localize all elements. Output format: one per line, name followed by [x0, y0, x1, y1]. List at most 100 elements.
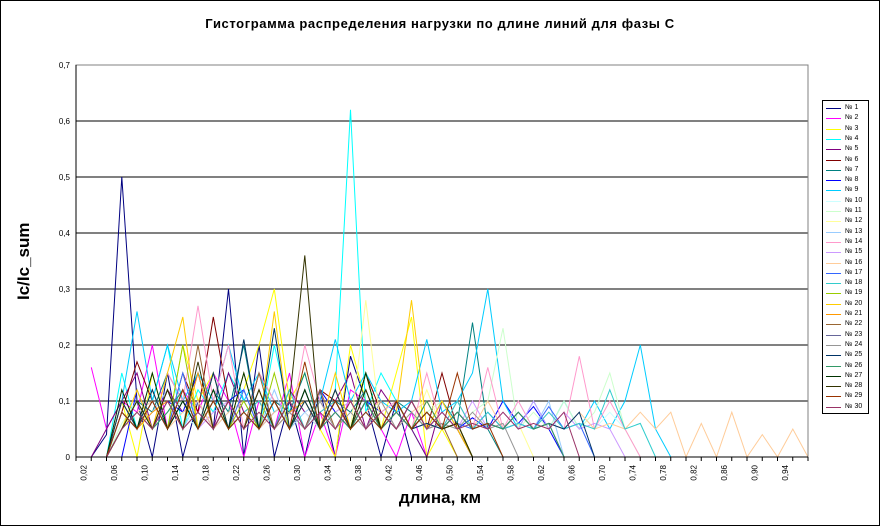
x-tick-label: 0,66: [568, 464, 577, 480]
x-tick-label: 0,94: [781, 464, 790, 480]
y-tick-label: 0,6: [59, 117, 71, 126]
series-line: [91, 288, 808, 459]
legend-swatch: [826, 396, 841, 398]
legend-label: № 3: [845, 124, 859, 132]
y-tick-label: 0,1: [59, 397, 71, 406]
legend-label: № 30: [845, 402, 863, 410]
legend-label: № 25: [845, 351, 863, 359]
series-line: [91, 305, 808, 458]
x-tick-label: 0,14: [171, 464, 180, 480]
legend-swatch: [826, 272, 841, 274]
legend-swatch: [826, 386, 841, 388]
x-tick-label: 0,26: [263, 464, 272, 480]
legend-swatch: [826, 355, 841, 357]
y-tick-label: 0,2: [59, 341, 71, 350]
x-tick-label: 0,82: [690, 464, 699, 480]
legend-swatch: [826, 108, 841, 109]
legend-swatch: [826, 221, 841, 223]
legend-swatch: [826, 375, 841, 377]
x-tick-label: 0,22: [232, 464, 241, 480]
legend-swatch: [826, 252, 841, 254]
x-tick-label: 0,78: [659, 464, 668, 480]
legend-swatch: [826, 128, 841, 130]
legend-label: № 1: [845, 104, 859, 111]
series-line: [91, 288, 808, 458]
legend-label: № 9: [845, 186, 859, 194]
legend-swatch: [826, 293, 841, 295]
legend-label: № 26: [845, 361, 863, 369]
x-tick-label: 0,18: [202, 464, 211, 480]
y-tick-label: 0,7: [59, 61, 71, 70]
legend-swatch: [826, 231, 841, 233]
legend-swatch: [826, 334, 841, 336]
legend-swatch: [826, 303, 841, 305]
legend-swatch: [826, 314, 841, 315]
y-tick-label: 0: [66, 453, 71, 462]
legend-label: № 13: [845, 227, 863, 235]
legend-swatch: [826, 211, 841, 212]
legend-swatch: [826, 262, 841, 264]
x-tick-label: 0,10: [141, 464, 150, 480]
x-tick-label: 0,50: [446, 464, 455, 480]
legend: № 1 № 2 № 3 № 4 № 5 № 6 № 7 № 8 № 9 № 10 № 11 № 12 №…: [822, 100, 869, 414]
legend-swatch: [826, 324, 841, 326]
x-tick-label: 0,62: [537, 464, 546, 480]
x-tick-label: 0,46: [415, 464, 424, 480]
legend-label: № 19: [845, 289, 863, 297]
x-tick-label: 0,34: [324, 464, 333, 480]
legend-label: № 21: [845, 310, 863, 317]
legend-label: № 14: [845, 237, 863, 245]
legend-label: № 8: [845, 176, 859, 184]
legend-label: № 28: [845, 382, 863, 390]
series-line: [91, 300, 808, 458]
legend-label: № 6: [845, 155, 859, 163]
legend-label: № 29: [845, 392, 863, 400]
legend-swatch: [826, 241, 841, 243]
legend-swatch: [826, 138, 841, 140]
legend-swatch: [826, 180, 841, 182]
legend-swatch: [826, 190, 841, 192]
x-tick-label: 0,42: [385, 464, 394, 480]
x-axis-label: длина, км: [398, 488, 482, 507]
legend-label: № 4: [845, 134, 859, 142]
legend-label: № 27: [845, 371, 863, 379]
legend-label: № 23: [845, 330, 863, 338]
legend-label: № 18: [845, 279, 863, 287]
x-tick-label: 0,86: [720, 464, 729, 480]
x-tick-label: 0,90: [751, 464, 760, 480]
legend-label: № 2: [845, 114, 859, 122]
legend-label: № 16: [845, 258, 863, 266]
legend-swatch: [826, 149, 841, 151]
series-line: [91, 300, 808, 458]
legend-label: № 15: [845, 248, 863, 256]
y-tick-label: 0,3: [59, 285, 71, 294]
x-tick-label: 0,58: [507, 464, 516, 480]
legend-swatch: [826, 200, 841, 202]
legend-label: № 12: [845, 217, 863, 225]
y-tick-label: 0,4: [59, 229, 71, 238]
legend-label: № 17: [845, 268, 863, 276]
series-line: [91, 322, 808, 458]
x-tick-label: 0,74: [629, 464, 638, 480]
legend-swatch: [826, 159, 841, 161]
legend-swatch: [826, 344, 841, 346]
series-line: [91, 316, 808, 458]
x-tick-label: 0,30: [293, 464, 302, 480]
legend-swatch: [826, 365, 841, 367]
x-tick-label: 0,54: [476, 464, 485, 480]
legend-label: № 10: [845, 196, 863, 204]
legend-label: № 24: [845, 340, 863, 348]
legend-label: № 11: [845, 207, 862, 214]
legend-swatch: [826, 169, 841, 171]
y-tick-label: 0,5: [59, 173, 71, 182]
x-tick-label: 0,06: [110, 464, 119, 480]
legend-label: № 5: [845, 145, 859, 153]
legend-swatch: [826, 283, 841, 285]
legend-swatch: [826, 406, 841, 408]
legend-label: № 22: [845, 320, 863, 328]
x-tick-label: 0,38: [354, 464, 363, 480]
legend-label: № 7: [845, 165, 859, 173]
legend-swatch: [826, 118, 841, 120]
